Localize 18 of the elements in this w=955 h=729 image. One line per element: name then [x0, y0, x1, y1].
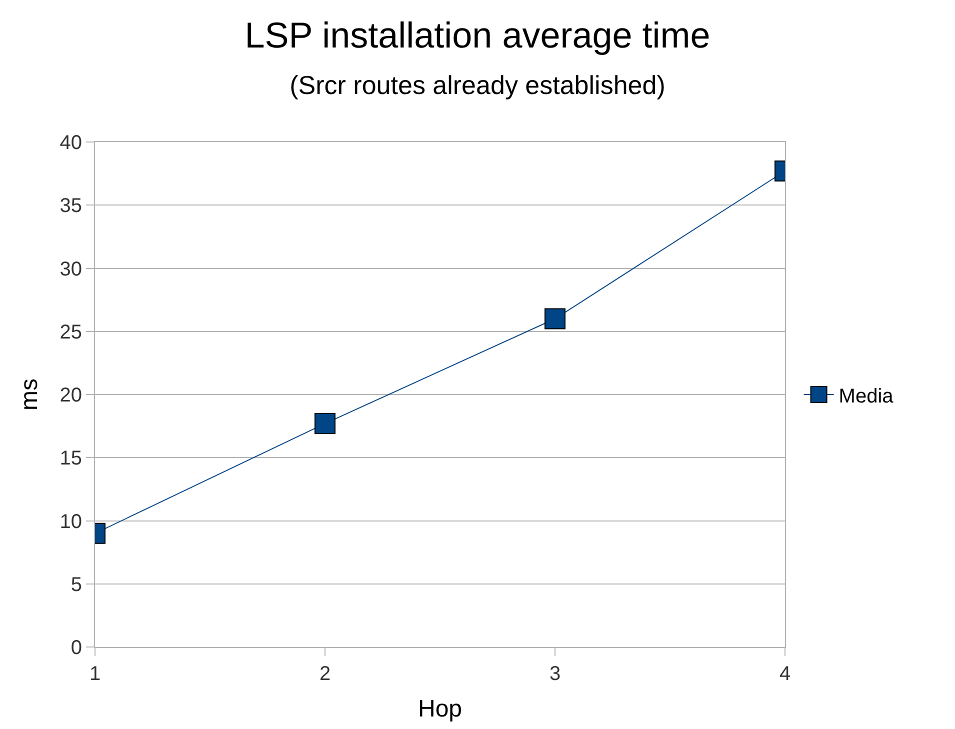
x-tick-label: 1 — [89, 663, 101, 685]
x-axis-title: Hop — [418, 695, 462, 722]
y-tick-label: 25 — [60, 321, 82, 344]
chart-subtitle: (Srcr routes already established) — [290, 70, 666, 100]
y-axis-title: ms — [16, 378, 43, 410]
legend-label: Media — [838, 385, 894, 408]
x-tick-label: 2 — [319, 663, 331, 685]
y-tick-label: 15 — [60, 448, 82, 470]
y-tick-label: 20 — [60, 384, 82, 406]
x-tick-label: 3 — [549, 663, 561, 685]
y-tick-label: 10 — [60, 510, 82, 533]
y-tick-label: 35 — [60, 195, 82, 218]
y-tick-label: 40 — [60, 132, 82, 154]
chart-title: LSP installation average time — [244, 14, 710, 56]
y-tick-label: 30 — [60, 258, 82, 280]
y-tick-label: 0 — [70, 637, 82, 659]
y-tick-label: 5 — [70, 574, 82, 596]
x-tick-label: 4 — [779, 663, 791, 685]
